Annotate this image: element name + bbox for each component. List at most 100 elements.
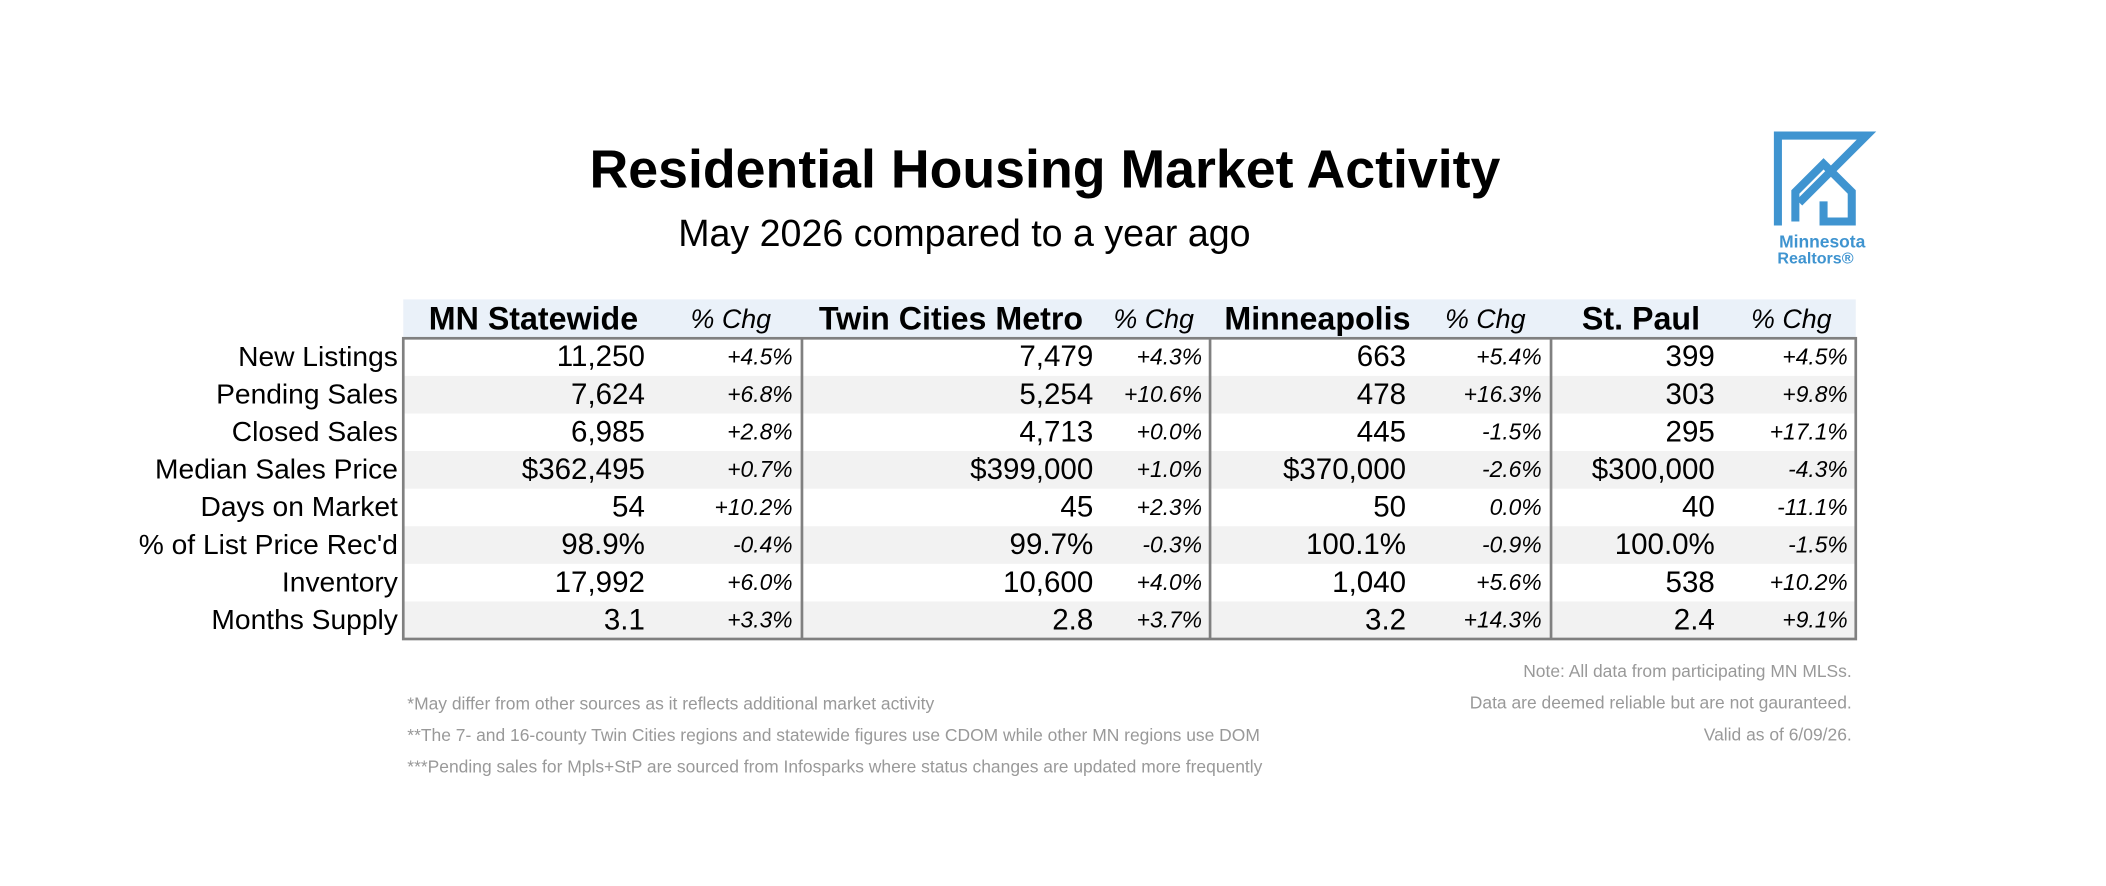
subtitle: May 2026 compared to a year ago [678, 212, 1250, 254]
column-header: % Chg [1113, 304, 1194, 334]
row-label: % of List Price Rec'd [139, 528, 398, 560]
pct-change: +10.2% [1770, 569, 1848, 595]
pct-change: +4.0% [1137, 569, 1202, 595]
row-label: Days on Market [201, 490, 399, 522]
cell-value: 6,985 [571, 415, 645, 448]
cell-value: $362,495 [522, 453, 645, 486]
cell-value: 7,479 [1019, 340, 1093, 373]
pct-change: -0.4% [733, 531, 793, 557]
logo [1773, 131, 1877, 226]
cell-value: 2.8 [1052, 603, 1093, 636]
row-label: Closed Sales [232, 415, 398, 447]
row-label: Median Sales Price [155, 453, 398, 485]
cell-value: 40 [1682, 491, 1715, 524]
pct-change: +0.7% [727, 456, 792, 482]
pct-change: +2.3% [1137, 494, 1202, 520]
footnote: ***Pending sales for Mpls+StP are source… [407, 756, 1262, 776]
column-header: Minneapolis [1224, 300, 1410, 336]
table: MN Statewide % Chg Twin Cities Metro % Chg M… [139, 299, 1858, 776]
row-bg [403, 451, 1856, 489]
row-label: New Listings [238, 340, 398, 372]
column-header: MN Statewide [429, 300, 638, 336]
note: Note: All data from participating MN MLS… [1523, 661, 1852, 681]
row-bg [403, 526, 1856, 564]
pct-change: +10.2% [715, 494, 793, 520]
note: Data are deemed reliable but are not gau… [1470, 693, 1852, 713]
row-label: Pending Sales [216, 377, 398, 409]
pct-change: +9.8% [1782, 381, 1847, 407]
cell-value: 303 [1666, 378, 1715, 411]
cell-value: 2.4 [1674, 603, 1715, 636]
column-header: Twin Cities Metro [819, 300, 1083, 336]
cell-value: 98.9% [561, 528, 645, 561]
pct-change: -0.9% [1482, 531, 1542, 557]
cell-value: 3.2 [1365, 603, 1406, 636]
cell-value: $370,000 [1283, 453, 1406, 486]
cell-value: 100.0% [1615, 528, 1715, 561]
cell-value: 50 [1373, 491, 1406, 524]
footnote: *May differ from other sources as it ref… [407, 693, 934, 713]
row-bg [403, 375, 1856, 414]
pct-change: +1.0% [1137, 456, 1202, 482]
title: Residential Housing Market Activity [589, 139, 1500, 199]
cell-value: $300,000 [1592, 453, 1715, 486]
pct-change: +4.3% [1137, 343, 1202, 369]
column-header: St. Paul [1582, 300, 1700, 336]
pct-change: +5.4% [1476, 343, 1541, 369]
pct-change: +10.6% [1124, 381, 1202, 407]
cell-value: 3.1 [604, 603, 645, 636]
footnote: **The 7- and 16-county Twin Cities regio… [407, 725, 1260, 745]
row-label: Inventory [282, 565, 399, 597]
cell-value: $399,000 [970, 453, 1093, 486]
cell-value: 663 [1357, 340, 1406, 373]
pct-change: +4.5% [1782, 343, 1847, 369]
cell-value: 100.1% [1306, 528, 1406, 561]
pct-change: -1.5% [1788, 531, 1848, 557]
cell-value: 1,040 [1332, 566, 1406, 599]
row-label: Months Supply [211, 603, 398, 635]
cell-value: 11,250 [557, 340, 645, 373]
pct-change: 0.0% [1490, 494, 1542, 520]
pct-change: -0.3% [1142, 531, 1202, 557]
cell-value: 445 [1357, 415, 1406, 448]
pct-change: -4.3% [1788, 456, 1848, 482]
logo-shape [1791, 158, 1856, 226]
cell-value: 7,624 [571, 378, 645, 411]
cell-value: 99.7% [1010, 528, 1094, 561]
cell-value: 10,600 [1003, 566, 1093, 599]
pct-change: +2.8% [727, 419, 792, 445]
pct-change: +6.0% [727, 569, 792, 595]
pct-change: +9.1% [1782, 607, 1847, 633]
logo-text: Realtors® [1777, 249, 1853, 267]
cell-value: 54 [612, 491, 645, 524]
column-header: % Chg [1445, 304, 1526, 334]
column-header: % Chg [1751, 304, 1832, 334]
pct-change: +6.8% [727, 381, 792, 407]
pct-change: +3.7% [1137, 607, 1202, 633]
pct-change: +17.1% [1770, 419, 1848, 445]
pct-change: +4.5% [727, 343, 792, 369]
pct-change: +14.3% [1464, 607, 1542, 633]
cell-value: 17,992 [555, 566, 645, 599]
table-border [401, 336, 1858, 641]
cell-value: 45 [1060, 491, 1093, 524]
pct-change: +5.6% [1476, 569, 1541, 595]
row-bg [403, 601, 1856, 639]
pct-change: +16.3% [1464, 381, 1542, 407]
cell-value: 538 [1666, 566, 1715, 599]
column-header: % Chg [691, 304, 772, 334]
cell-value: 295 [1666, 415, 1715, 448]
pct-change: +0.0% [1137, 419, 1202, 445]
cell-value: 478 [1357, 378, 1406, 411]
logo-text: Minnesota [1779, 232, 1866, 252]
cell-value: 399 [1666, 340, 1715, 373]
pct-change: -1.5% [1482, 419, 1542, 445]
header-bg [403, 299, 1856, 339]
pct-change: +3.3% [727, 607, 792, 633]
cell-value: 5,254 [1019, 378, 1093, 411]
pct-change: -2.6% [1482, 456, 1542, 482]
cell-value: 4,713 [1019, 415, 1093, 448]
pct-change: -11.1% [1777, 494, 1848, 520]
